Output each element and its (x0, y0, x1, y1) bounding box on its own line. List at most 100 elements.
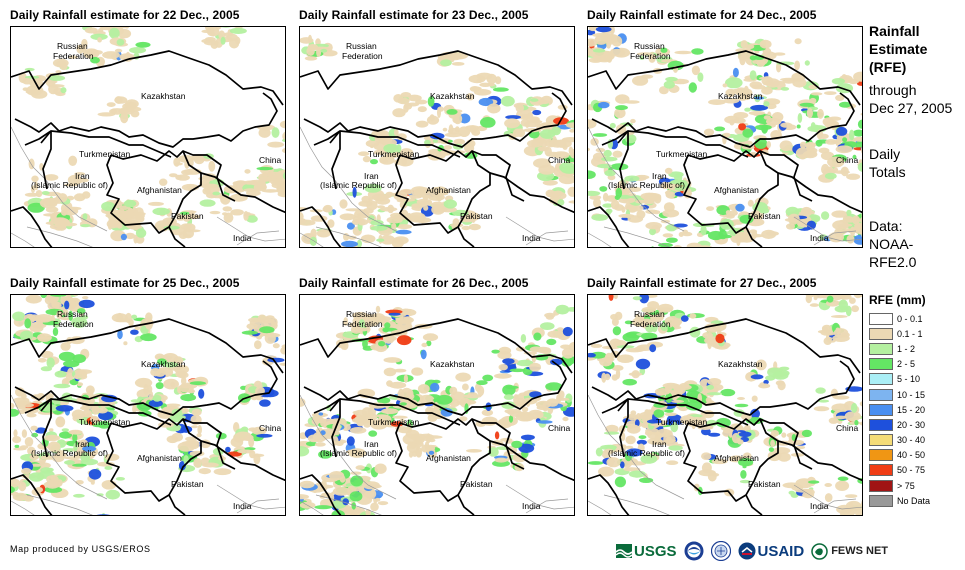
rainfall-cell (595, 27, 612, 33)
legend-label: 0 - 0.1 (897, 313, 923, 324)
legend-items: 0 - 0.1 0.1 - 1 1 - 2 2 - 5 5 - 10 10 - 15 15 … (869, 311, 961, 508)
rainfall-cell (390, 421, 404, 427)
rainfall-cell (481, 409, 494, 416)
rainfall-cell (148, 399, 163, 407)
rainfall-cell (588, 29, 596, 36)
rainfall-cell (824, 172, 837, 180)
rainfall-cell (241, 330, 258, 335)
rainfall-cell (230, 209, 244, 216)
rainfall-cell (635, 358, 651, 370)
rainfall-cell (455, 372, 471, 382)
rainfall-cell (12, 311, 26, 322)
rainfall-cell (763, 379, 769, 385)
rainfall-cell (129, 47, 147, 54)
country-label-afghanistan: Afghanistan (137, 453, 182, 463)
rainfall-cell (681, 231, 693, 237)
rainfall-cell (406, 441, 413, 445)
rainfall-cell (40, 366, 53, 372)
country-label-russia-2: Federation (53, 51, 94, 61)
rainfall-cell (448, 124, 454, 135)
rainfall-cell (828, 417, 839, 424)
rainfall-cell (714, 126, 726, 132)
noaa-logo (684, 541, 704, 561)
rainfall-cell (130, 329, 139, 335)
rainfall-cell (116, 312, 123, 322)
rainfall-cell (411, 203, 423, 209)
rainfall-cell (624, 320, 633, 325)
rainfall-cell (751, 395, 758, 402)
rainfall-cell (383, 367, 397, 377)
rainfall-cell (348, 448, 366, 458)
rainfall-cell (632, 296, 642, 301)
rainfall-cell (206, 27, 220, 37)
rainfall-cell (721, 234, 732, 239)
rainfall-cell (818, 133, 829, 139)
rainfall-cell (72, 433, 78, 443)
rainfall-cell (588, 461, 604, 465)
rainfall-cell (797, 113, 803, 123)
rainfall-cell (358, 151, 370, 156)
rainfall-cell (860, 146, 862, 154)
country-border (11, 50, 284, 106)
rainfall-cell (201, 462, 219, 468)
rainfall-cell (25, 295, 42, 304)
rainfall-cell (368, 430, 378, 437)
rainfall-cell (539, 129, 556, 139)
panel-title: Daily Rainfall estimate for 27 Dec., 200… (587, 276, 817, 290)
country-label-china: China (259, 155, 281, 165)
country-border (591, 360, 855, 416)
rainfall-cell (761, 229, 777, 239)
rainfall-cell (734, 403, 749, 408)
rainfall-cell (631, 370, 640, 379)
rainfall-cell (791, 434, 797, 441)
rainfall-cell (759, 76, 770, 80)
usaid-logo: USAID (738, 542, 804, 560)
rainfall-cell (821, 211, 830, 220)
rainfall-cell (426, 340, 432, 347)
rainfall-cell (749, 229, 758, 234)
rainfall-cell (20, 330, 33, 341)
rainfall-cell (271, 127, 280, 138)
rainfall-cell (58, 351, 76, 362)
rainfall-cell (181, 376, 187, 386)
legend-swatch (869, 342, 893, 355)
river-line (11, 126, 108, 232)
rainfall-cell (660, 322, 668, 331)
rainfall-cell (43, 197, 58, 207)
rainfall-cell (562, 416, 569, 422)
rainfall-cell (57, 193, 68, 203)
rainfall-cell (416, 198, 432, 206)
rainfall-cell (232, 180, 247, 187)
rainfall-cell (300, 217, 307, 225)
rainfall-cell (665, 191, 676, 199)
country-border (471, 418, 525, 470)
country-border (588, 318, 861, 374)
rainfall-cell (29, 324, 44, 333)
country-label-turkmenistan: Turkmenistan (368, 417, 419, 427)
rainfall-cell (152, 207, 170, 216)
country-label-iran-2: (Islamic Republic of) (320, 448, 397, 458)
country-border (313, 130, 341, 146)
rainfall-cell (595, 447, 603, 457)
country-border (300, 318, 573, 374)
rainfall-cell (603, 448, 614, 455)
rainfall-cell (751, 84, 766, 90)
rainfall-cell (283, 134, 285, 140)
rainfall-cell (857, 162, 862, 172)
rainfall-map: Russian Federation Kazakhstan Turkmenistan I… (299, 294, 575, 516)
rainfall-cell (809, 303, 819, 307)
rainfall-cell (639, 415, 649, 420)
rainfall-cell (435, 394, 453, 405)
rfe-legend: RFE (mm) 0 - 0.1 0.1 - 1 1 - 2 2 - 5 5 - 10 1… (869, 293, 961, 508)
country-border (617, 130, 749, 158)
rainfall-cell (55, 416, 66, 428)
rainfall-cell (663, 202, 675, 213)
country-border (619, 131, 629, 190)
river-line (11, 232, 35, 247)
country-border (395, 418, 491, 502)
fews-globe-icon (811, 542, 828, 560)
rainfall-cell (13, 429, 18, 438)
rainfall-cell (307, 434, 320, 443)
rainfall-panel: Daily Rainfall estimate for 23 Dec., 200… (299, 8, 575, 248)
